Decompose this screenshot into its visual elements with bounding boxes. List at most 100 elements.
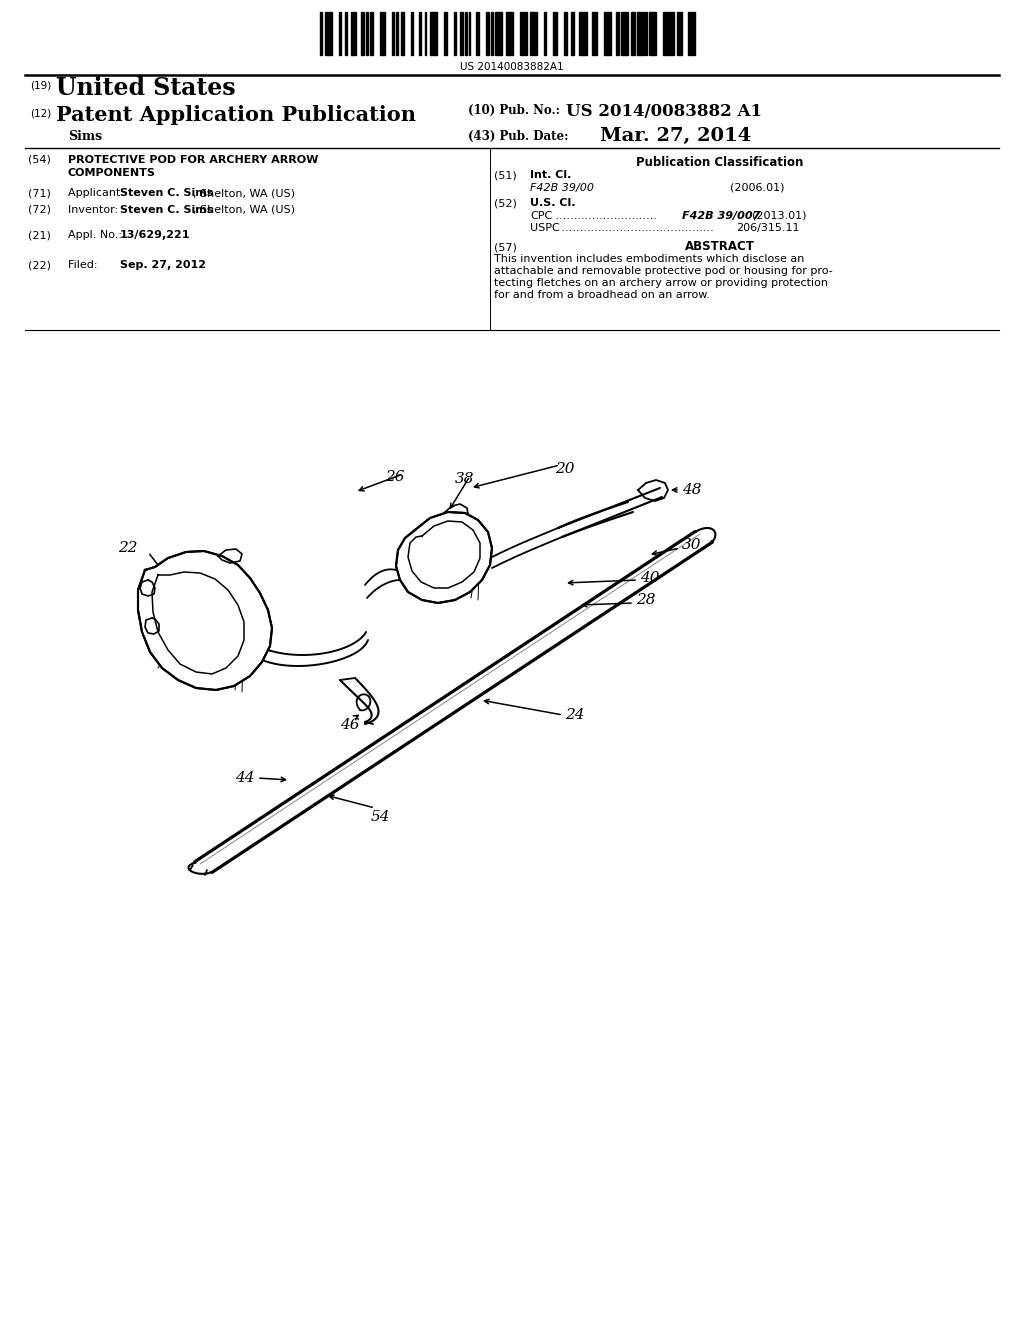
Polygon shape [396, 512, 492, 603]
Text: Steven C. Sims: Steven C. Sims [120, 187, 213, 198]
Text: 24: 24 [565, 708, 585, 722]
Bar [580, 12, 587, 55]
Text: (52): (52) [494, 198, 517, 209]
Text: COMPONENTS: COMPONENTS [68, 168, 156, 178]
Text: Steven C. Sims: Steven C. Sims [120, 205, 213, 215]
Text: F42B 39/007: F42B 39/007 [682, 211, 761, 220]
Text: (71): (71) [28, 187, 51, 198]
Text: (57): (57) [494, 242, 517, 252]
Bar [401, 12, 403, 55]
Text: 30: 30 [682, 539, 701, 552]
Bar [604, 12, 611, 55]
Bar [506, 12, 513, 55]
Bar [649, 12, 656, 55]
Bar [454, 12, 457, 55]
Bar [380, 12, 385, 55]
Text: (10) Pub. No.:: (10) Pub. No.: [468, 104, 560, 117]
Bar [495, 12, 502, 55]
Text: This invention includes embodiments which disclose an: This invention includes embodiments whic… [494, 253, 805, 264]
Text: 38: 38 [456, 473, 475, 486]
Bar [460, 12, 463, 55]
Polygon shape [195, 532, 712, 873]
Bar [637, 12, 644, 55]
Bar [553, 12, 557, 55]
Text: PROTECTIVE POD FOR ARCHERY ARROW: PROTECTIVE POD FOR ARCHERY ARROW [68, 154, 318, 165]
Bar [530, 12, 538, 55]
Text: F42B 39/00: F42B 39/00 [530, 183, 594, 193]
Text: Filed:: Filed: [68, 260, 122, 271]
Text: (2006.01): (2006.01) [730, 183, 784, 193]
Bar [668, 12, 675, 55]
Text: USPC: USPC [530, 223, 560, 234]
Text: U.S. Cl.: U.S. Cl. [530, 198, 575, 209]
Bar [563, 12, 567, 55]
Text: (43) Pub. Date:: (43) Pub. Date: [468, 129, 568, 143]
Bar [469, 12, 470, 55]
Bar [688, 12, 694, 55]
Bar [411, 12, 414, 55]
Text: Publication Classification: Publication Classification [636, 156, 804, 169]
Text: Applicant:: Applicant: [68, 187, 131, 198]
Bar [677, 12, 682, 55]
Text: Inventor:: Inventor: [68, 205, 129, 215]
Text: (72): (72) [28, 205, 51, 215]
Bar [545, 12, 546, 55]
Text: for and from a broadhead on an arrow.: for and from a broadhead on an arrow. [494, 290, 710, 300]
Bar [519, 12, 526, 55]
Text: ............................: ............................ [552, 211, 660, 220]
Text: ..........................................: ........................................… [558, 223, 717, 234]
Text: tecting fletches on an archery arrow or providing protection: tecting fletches on an archery arrow or … [494, 279, 828, 288]
Bar [326, 12, 333, 55]
Bar [366, 12, 369, 55]
Text: , Shelton, WA (US): , Shelton, WA (US) [193, 187, 295, 198]
Text: Sep. 27, 2012: Sep. 27, 2012 [120, 260, 206, 271]
Text: 20: 20 [555, 462, 574, 477]
Bar [419, 12, 421, 55]
Bar [486, 12, 488, 55]
Text: (12): (12) [30, 108, 51, 117]
Text: Mar. 27, 2014: Mar. 27, 2014 [600, 127, 752, 145]
Bar [664, 12, 666, 55]
Text: US 20140083882A1: US 20140083882A1 [460, 62, 564, 73]
Text: 13/629,221: 13/629,221 [120, 230, 190, 240]
Bar [319, 12, 322, 55]
Bar [592, 12, 597, 55]
Text: 22: 22 [119, 541, 138, 554]
Bar [425, 12, 426, 55]
Text: US 2014/0083882 A1: US 2014/0083882 A1 [566, 103, 762, 120]
Text: (21): (21) [28, 230, 51, 240]
Bar [430, 12, 437, 55]
Bar [476, 12, 479, 55]
Bar [444, 12, 446, 55]
Bar [345, 12, 347, 55]
Bar [339, 12, 341, 55]
Text: 48: 48 [682, 483, 701, 498]
Bar [465, 12, 467, 55]
Text: 46: 46 [340, 718, 359, 733]
Polygon shape [138, 550, 272, 690]
Bar [490, 12, 494, 55]
Text: CPC: CPC [530, 211, 552, 220]
Text: Patent Application Publication: Patent Application Publication [56, 106, 416, 125]
Text: (54): (54) [28, 154, 51, 165]
Bar [645, 12, 647, 55]
Text: ABSTRACT: ABSTRACT [685, 240, 755, 253]
Text: (2013.01): (2013.01) [752, 211, 807, 220]
Text: 44: 44 [236, 771, 255, 785]
Text: attachable and removable protective pod or housing for pro-: attachable and removable protective pod … [494, 267, 833, 276]
Text: 54: 54 [371, 810, 390, 824]
Bar [621, 12, 628, 55]
Text: Appl. No.:: Appl. No.: [68, 230, 129, 240]
Bar [392, 12, 394, 55]
Bar [616, 12, 620, 55]
Bar [370, 12, 373, 55]
Bar [361, 12, 364, 55]
Text: , Shelton, WA (US): , Shelton, WA (US) [193, 205, 295, 215]
Bar [632, 12, 635, 55]
Text: 40: 40 [640, 572, 659, 585]
Bar [395, 12, 398, 55]
Text: 206/315.11: 206/315.11 [736, 223, 800, 234]
Text: (19): (19) [30, 81, 51, 90]
Text: 26: 26 [385, 470, 404, 484]
Text: Int. Cl.: Int. Cl. [530, 170, 571, 180]
